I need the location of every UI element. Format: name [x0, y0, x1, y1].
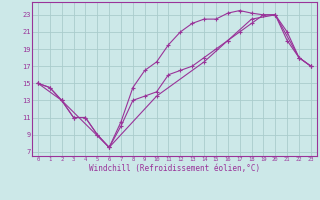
X-axis label: Windchill (Refroidissement éolien,°C): Windchill (Refroidissement éolien,°C)	[89, 164, 260, 173]
